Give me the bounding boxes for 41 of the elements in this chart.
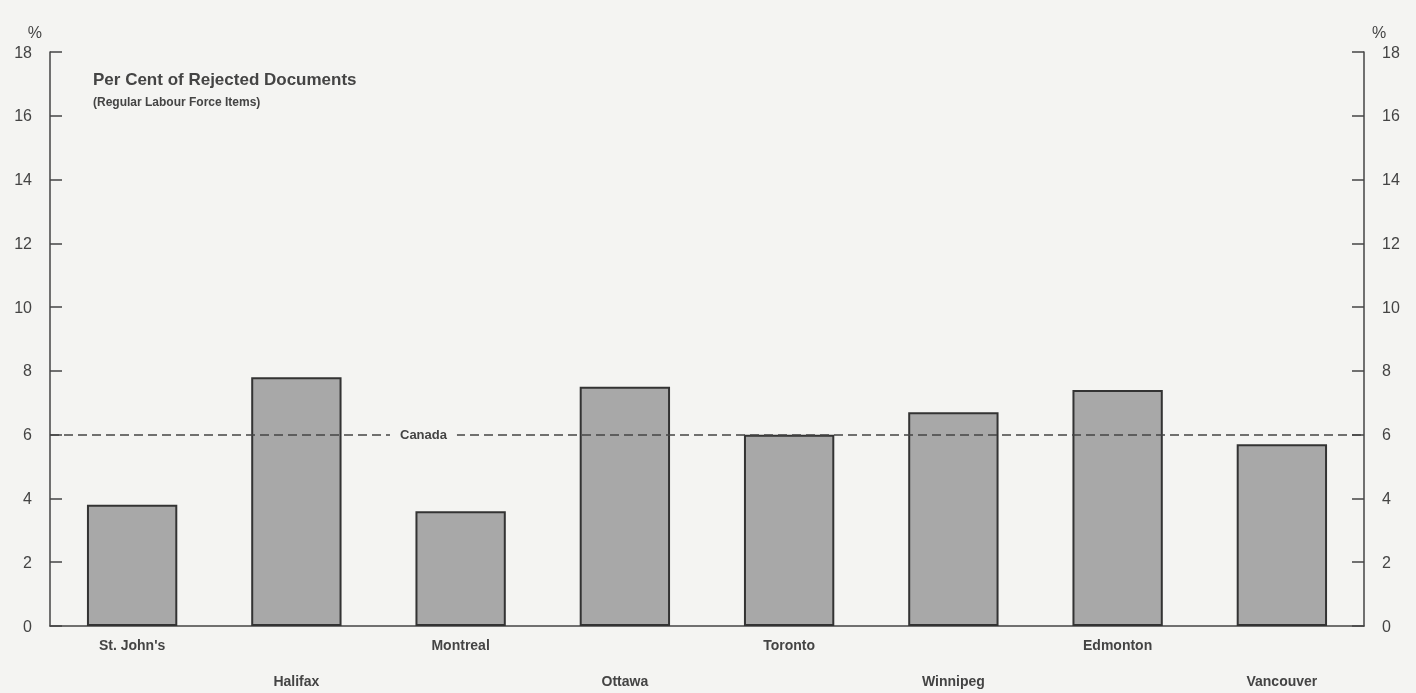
- y-axis-title: %: [27, 23, 42, 41]
- x-tick-label: Winnipeg: [921, 673, 985, 689]
- y2-tick-label: 6: [1382, 426, 1391, 444]
- x-tick-label: Toronto: [763, 637, 816, 653]
- y2-axis-title: %: [1372, 23, 1387, 41]
- bar: [1072, 390, 1163, 626]
- y-tick-label: 2: [23, 553, 33, 571]
- y2-tick-label: 18: [1382, 43, 1400, 61]
- y2-tick-label: 4: [1382, 489, 1391, 507]
- y2-tick-label: 10: [1382, 298, 1400, 316]
- bar: [415, 511, 506, 626]
- bar: [908, 412, 999, 626]
- y2-tick-label: 0: [1382, 617, 1391, 635]
- y-tick-label: 16: [14, 107, 33, 125]
- y2-tick-label: 12: [1382, 234, 1400, 252]
- bar: [579, 386, 671, 626]
- y-tick-label: 6: [23, 426, 33, 444]
- ref-line-label: Canada: [400, 427, 448, 443]
- y-tick-label: 4: [23, 489, 33, 507]
- y2-tick-label: 14: [1382, 171, 1400, 189]
- y2-tick-label: 2: [1382, 553, 1391, 571]
- text: (Regular Labour Force Items): [93, 95, 261, 109]
- bar: [251, 377, 342, 626]
- y-tick-label: 8: [23, 362, 33, 380]
- bar: [1236, 444, 1328, 626]
- y-tick-label: 18: [14, 43, 33, 61]
- y-tick-label: 12: [14, 234, 33, 252]
- y-tick-label: 0: [23, 617, 33, 635]
- x-tick-label: Edmonton: [1083, 637, 1153, 653]
- x-tick-label: Montreal: [431, 637, 490, 653]
- y-tick-label: 10: [14, 298, 33, 316]
- y2-tick-label: 8: [1382, 362, 1391, 380]
- x-tick-label: Ottawa: [601, 673, 649, 689]
- x-tick-label: St. John's: [98, 637, 166, 653]
- x-tick-label: Vancouver: [1246, 673, 1318, 689]
- bar: [743, 434, 835, 626]
- text: Per Cent of Rejected Documents: [93, 70, 357, 89]
- y2-tick-label: 16: [1382, 107, 1400, 125]
- bar: [86, 504, 178, 626]
- y-tick-label: 14: [14, 171, 33, 189]
- x-tick-label: Halifax: [273, 673, 320, 689]
